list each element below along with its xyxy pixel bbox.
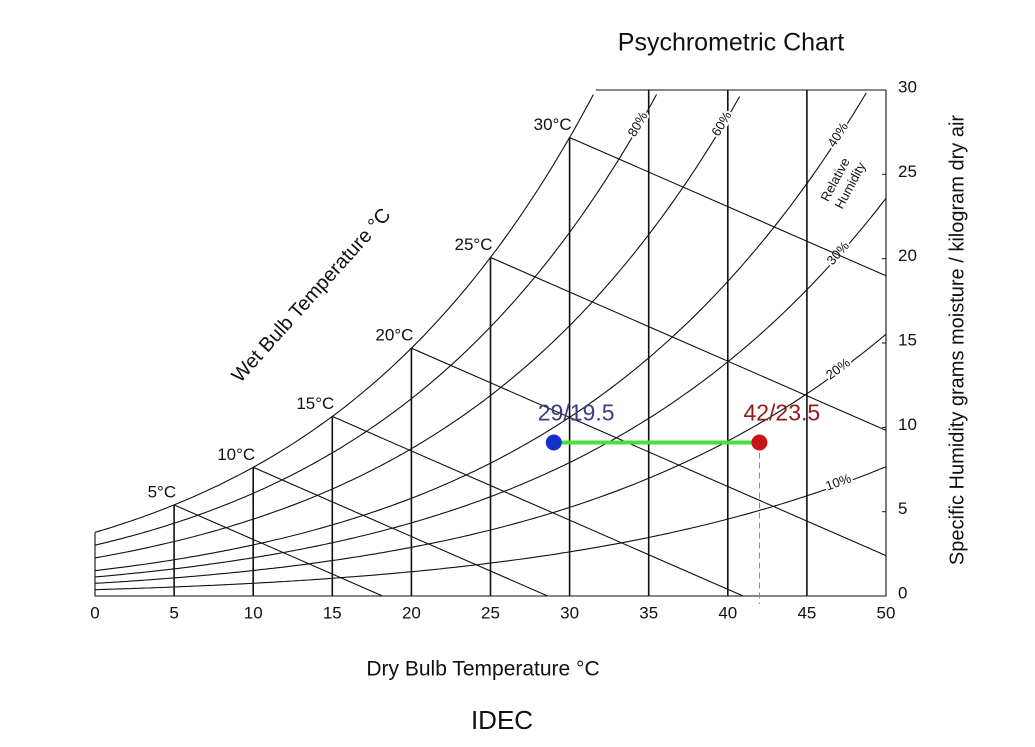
point-label: 42/23.5 <box>743 400 820 426</box>
x-tick-label: 35 <box>639 603 658 622</box>
rh-curve <box>94 197 887 578</box>
y-tick-label: 5 <box>898 499 907 518</box>
x-axis-label: Dry Bulb Temperature °C <box>366 658 599 681</box>
x-tick-label: 30 <box>560 603 579 622</box>
rh-curve <box>94 94 658 546</box>
rh-curve <box>94 96 741 559</box>
y-axis-label: Specific Humidity grams moisture / kilog… <box>946 115 968 565</box>
rh-label: 20% <box>823 355 853 383</box>
x-tick-label: 20 <box>402 603 421 622</box>
wet-bulb-axis-label: Wet Bulb Temperature °C <box>228 204 396 387</box>
x-tick-label: 50 <box>877 603 896 622</box>
wet-bulb-line <box>490 256 887 431</box>
x-tick-label: 0 <box>90 603 99 622</box>
y-tick-label: 0 <box>898 583 907 602</box>
rh-label: 30% <box>824 238 853 268</box>
footer: IDEC <box>471 705 533 735</box>
wet-bulb-line <box>332 415 744 597</box>
wet-bulb-line <box>252 466 548 597</box>
wet-bulb-label: 5°C <box>148 482 177 501</box>
y-tick-label: 20 <box>898 246 917 265</box>
rh-curve <box>94 92 867 572</box>
rh-curve <box>94 333 887 584</box>
x-tick-label: 25 <box>481 603 500 622</box>
x-tick-label: 45 <box>797 603 816 622</box>
x-tick-label: 5 <box>169 603 178 622</box>
y-tick-label: 10 <box>898 415 917 434</box>
point <box>545 434 562 451</box>
point <box>751 434 768 451</box>
wet-bulb-label: 25°C <box>455 235 493 254</box>
point-label: 29/19.5 <box>538 400 615 426</box>
rh-label: 80% <box>625 109 651 139</box>
saturation-curve <box>94 94 594 533</box>
y-tick-label: 30 <box>898 77 917 96</box>
x-tick-label: 40 <box>718 603 737 622</box>
chart-title: Psychrometric Chart <box>618 29 844 57</box>
wet-bulb-label: 20°C <box>375 326 413 345</box>
rh-label: 10% <box>823 470 853 493</box>
wet-bulb-label: 10°C <box>217 445 255 464</box>
wet-bulb-label: 30°C <box>534 115 572 134</box>
x-tick-label: 15 <box>323 603 342 622</box>
rh-curve <box>94 466 887 591</box>
x-tick-label: 10 <box>244 603 263 622</box>
wet-bulb-line <box>569 136 887 277</box>
y-tick-label: 25 <box>898 162 917 181</box>
wet-bulb-line <box>411 347 887 557</box>
wet-bulb-label: 15°C <box>296 394 334 413</box>
y-tick-label: 15 <box>898 330 917 349</box>
wet-bulb-line <box>173 504 383 597</box>
